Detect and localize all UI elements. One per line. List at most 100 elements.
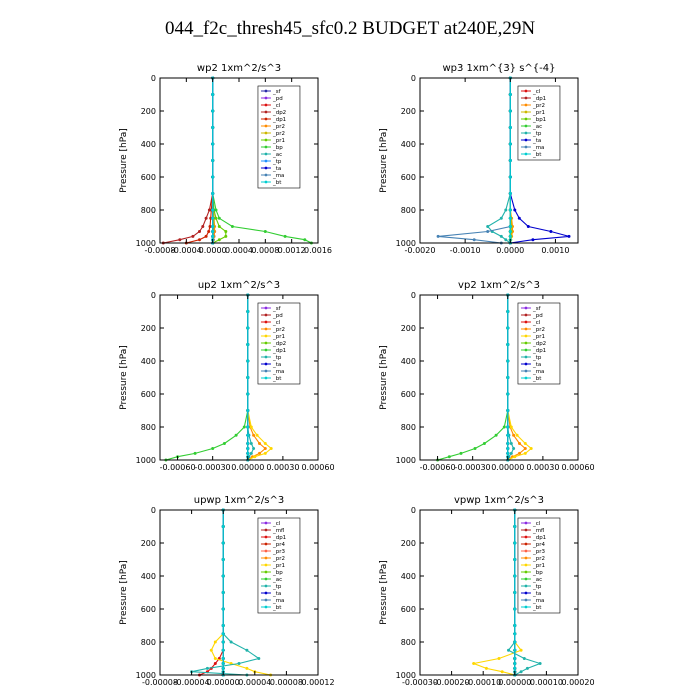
data-point — [221, 607, 225, 611]
data-point — [506, 442, 510, 445]
x-tick-label: 0.0012 — [278, 246, 306, 255]
legend: _cl_dp1_pr2_pr1_bp1_ac_tp_ta_ma_bt — [517, 85, 561, 161]
data-point — [509, 442, 513, 445]
legend-marker — [524, 320, 528, 324]
legend-marker — [264, 103, 268, 107]
legend-marker — [524, 348, 528, 352]
legend-label: _ma — [532, 598, 544, 604]
y-axis-label: Pressure [hPa] — [379, 345, 389, 410]
data-point — [513, 208, 517, 212]
x-tick-label: 0.0016 — [304, 246, 332, 255]
y-tick-label: 600 — [141, 173, 156, 182]
legend-marker — [524, 577, 528, 581]
legend-marker — [264, 584, 268, 588]
legend-label: _dp1 — [532, 535, 546, 541]
legend-marker — [264, 89, 268, 93]
legend-label: _bt — [272, 180, 282, 186]
legend-label: _bp — [532, 570, 543, 576]
data-point — [209, 648, 213, 652]
data-point — [246, 310, 250, 313]
legend-label: _dp1 — [272, 535, 286, 541]
legend-marker — [524, 131, 528, 135]
data-point — [249, 425, 253, 429]
data-point — [517, 216, 521, 220]
legend-marker — [264, 138, 268, 142]
plot-frame — [419, 77, 579, 244]
data-point — [508, 234, 512, 238]
y-tick-label: 200 — [141, 324, 156, 333]
data-point — [283, 234, 287, 238]
legend-marker — [524, 96, 528, 100]
legend-marker — [264, 542, 268, 546]
legend-label: _pr4 — [272, 542, 286, 548]
y-tick-label: 1000 — [396, 456, 416, 465]
legend-marker — [264, 535, 268, 539]
legend-marker — [524, 313, 528, 317]
legend-marker — [524, 327, 528, 331]
data-point — [494, 433, 498, 437]
y-tick-label: 0 — [151, 506, 156, 515]
data-point — [221, 541, 225, 545]
legend-marker — [524, 124, 528, 128]
legend-label: _ma — [532, 145, 544, 151]
legend: _sf_pd_cl_pr2_pr1_dp2_dp1_tp_ta_ma_bt — [257, 302, 301, 385]
data-point — [513, 657, 517, 660]
data-point — [221, 662, 225, 665]
data-point — [246, 425, 250, 429]
legend-marker — [264, 376, 268, 380]
legend-marker — [524, 138, 528, 142]
data-point — [519, 670, 523, 674]
legend-label: _tp — [532, 355, 542, 361]
data-point — [482, 442, 486, 445]
x-tick-label: 0.0008 — [251, 246, 279, 255]
legend-label: _sf — [532, 306, 542, 312]
data-point — [506, 326, 510, 330]
legend-label: _pr3 — [532, 549, 546, 555]
legend-label: _ma — [272, 369, 284, 375]
data-point — [211, 175, 215, 179]
data-point — [263, 451, 267, 455]
x-tick-label: -0.00008 — [142, 678, 178, 687]
page-title: 044_f2c_thresh45_sfc0.2 BUDGET at240E,29… — [164, 18, 536, 39]
y-tick-label: 600 — [401, 390, 416, 399]
legend-label: _pd — [272, 96, 283, 102]
legend-label: _pr2 — [272, 131, 285, 137]
data-point — [506, 310, 510, 313]
data-point — [230, 225, 234, 228]
series-line-tp — [486, 78, 511, 244]
legend-marker — [524, 306, 528, 310]
legend-marker — [264, 180, 268, 184]
legend-marker — [524, 549, 528, 553]
x-tick-label: 0.00060 — [301, 463, 334, 472]
data-point — [246, 359, 250, 363]
legend-label: _bp1 — [532, 117, 546, 123]
data-point — [519, 648, 523, 652]
data-point — [214, 216, 218, 220]
y-tick-label: 0 — [411, 506, 416, 515]
legend-marker — [264, 117, 268, 121]
data-point — [211, 142, 215, 146]
y-axis-label: Pressure [hPa] — [119, 128, 129, 193]
data-point — [506, 451, 510, 455]
data-point — [204, 234, 208, 238]
data-point — [502, 425, 506, 429]
chart-title: vp2 1xm^2/s^3 — [458, 280, 540, 291]
legend-marker — [524, 110, 528, 114]
legend-label: _bt — [272, 376, 282, 382]
y-tick-label: 400 — [141, 572, 156, 581]
data-point — [253, 455, 257, 459]
legend-label: _pr3 — [272, 549, 286, 555]
legend-marker — [264, 320, 268, 324]
data-point — [258, 451, 261, 455]
x-tick-label: 0.0004 — [225, 246, 253, 255]
plot-frame — [419, 294, 579, 461]
data-point — [523, 451, 527, 455]
legend-label: _bt — [532, 152, 542, 158]
data-point — [211, 216, 215, 220]
data-point — [249, 442, 253, 445]
legend-marker — [264, 362, 268, 366]
data-point — [509, 451, 513, 455]
legend-label: _dp2 — [272, 341, 286, 347]
chart-title: wp3 1xm^{3} s^{-4} — [442, 63, 555, 74]
y-tick-label: 600 — [401, 605, 416, 614]
